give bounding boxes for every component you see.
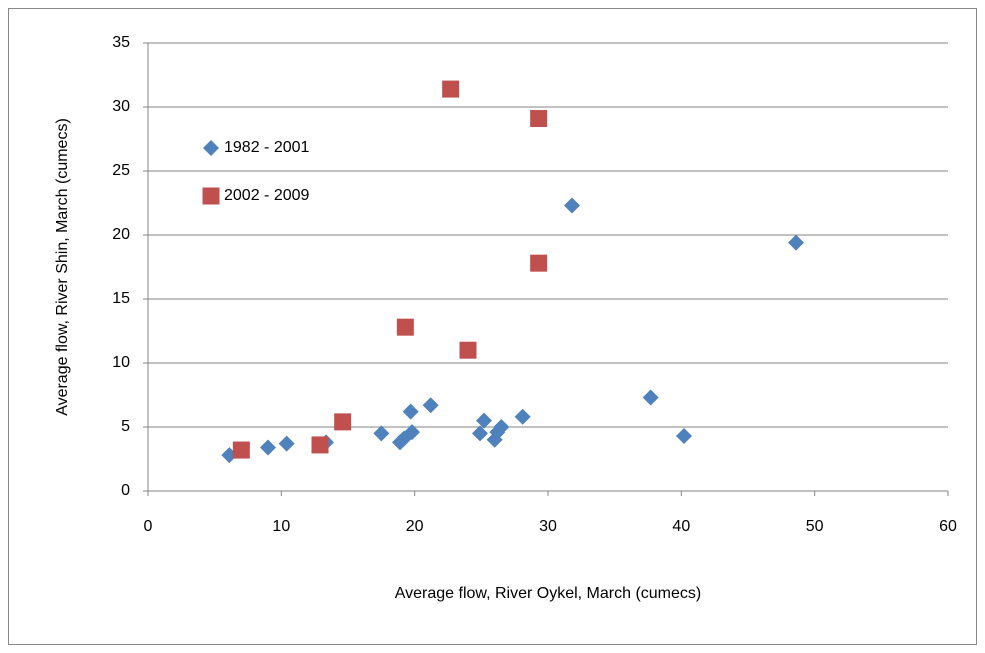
data-point — [472, 425, 488, 442]
data-point — [788, 234, 804, 251]
x-tick-label: 40 — [672, 518, 690, 535]
data-point — [422, 397, 439, 414]
y-tick-label: 35 — [112, 34, 130, 51]
data-point — [676, 427, 692, 444]
y-tick-label: 15 — [112, 290, 130, 307]
x-axis-title: Average flow, River Oykel, March (cumecs… — [395, 585, 701, 602]
data-point — [530, 254, 548, 272]
data-point — [476, 412, 492, 429]
data-point — [442, 80, 460, 98]
y-tick-label: 20 — [112, 226, 130, 243]
data-point — [278, 435, 295, 452]
chart-border — [8, 8, 977, 645]
legend-marker — [202, 187, 220, 205]
data-point — [404, 424, 420, 441]
x-tick-label: 20 — [406, 518, 424, 535]
x-tick-label: 30 — [539, 518, 557, 535]
data-point — [334, 413, 352, 431]
x-tick-label: 50 — [806, 518, 824, 535]
legend-label: 1982 - 2001 — [224, 139, 310, 156]
data-point — [311, 436, 329, 454]
data-point — [396, 318, 414, 336]
x-tick-label: 60 — [939, 518, 957, 535]
legend-marker — [203, 140, 219, 156]
y-tick-label: 5 — [121, 418, 130, 435]
data-point — [642, 389, 659, 406]
x-tick-label: 10 — [272, 518, 290, 535]
data-point — [232, 441, 250, 459]
data-point — [564, 197, 580, 214]
data-point — [514, 408, 531, 425]
x-tick-label: 0 — [144, 518, 153, 535]
y-tick-label: 30 — [112, 98, 130, 115]
data-point — [493, 419, 510, 435]
y-tick-label: 10 — [112, 354, 130, 371]
data-point — [530, 110, 548, 128]
y-tick-label: 25 — [112, 162, 130, 179]
data-point — [402, 403, 419, 420]
legend-label: 2002 - 2009 — [224, 187, 310, 204]
y-tick-label: 0 — [121, 482, 130, 499]
data-point — [260, 439, 276, 456]
data-point — [459, 341, 477, 359]
y-axis-title: Average flow, River Shin, March (cumecs) — [54, 118, 71, 416]
data-point — [373, 425, 390, 442]
